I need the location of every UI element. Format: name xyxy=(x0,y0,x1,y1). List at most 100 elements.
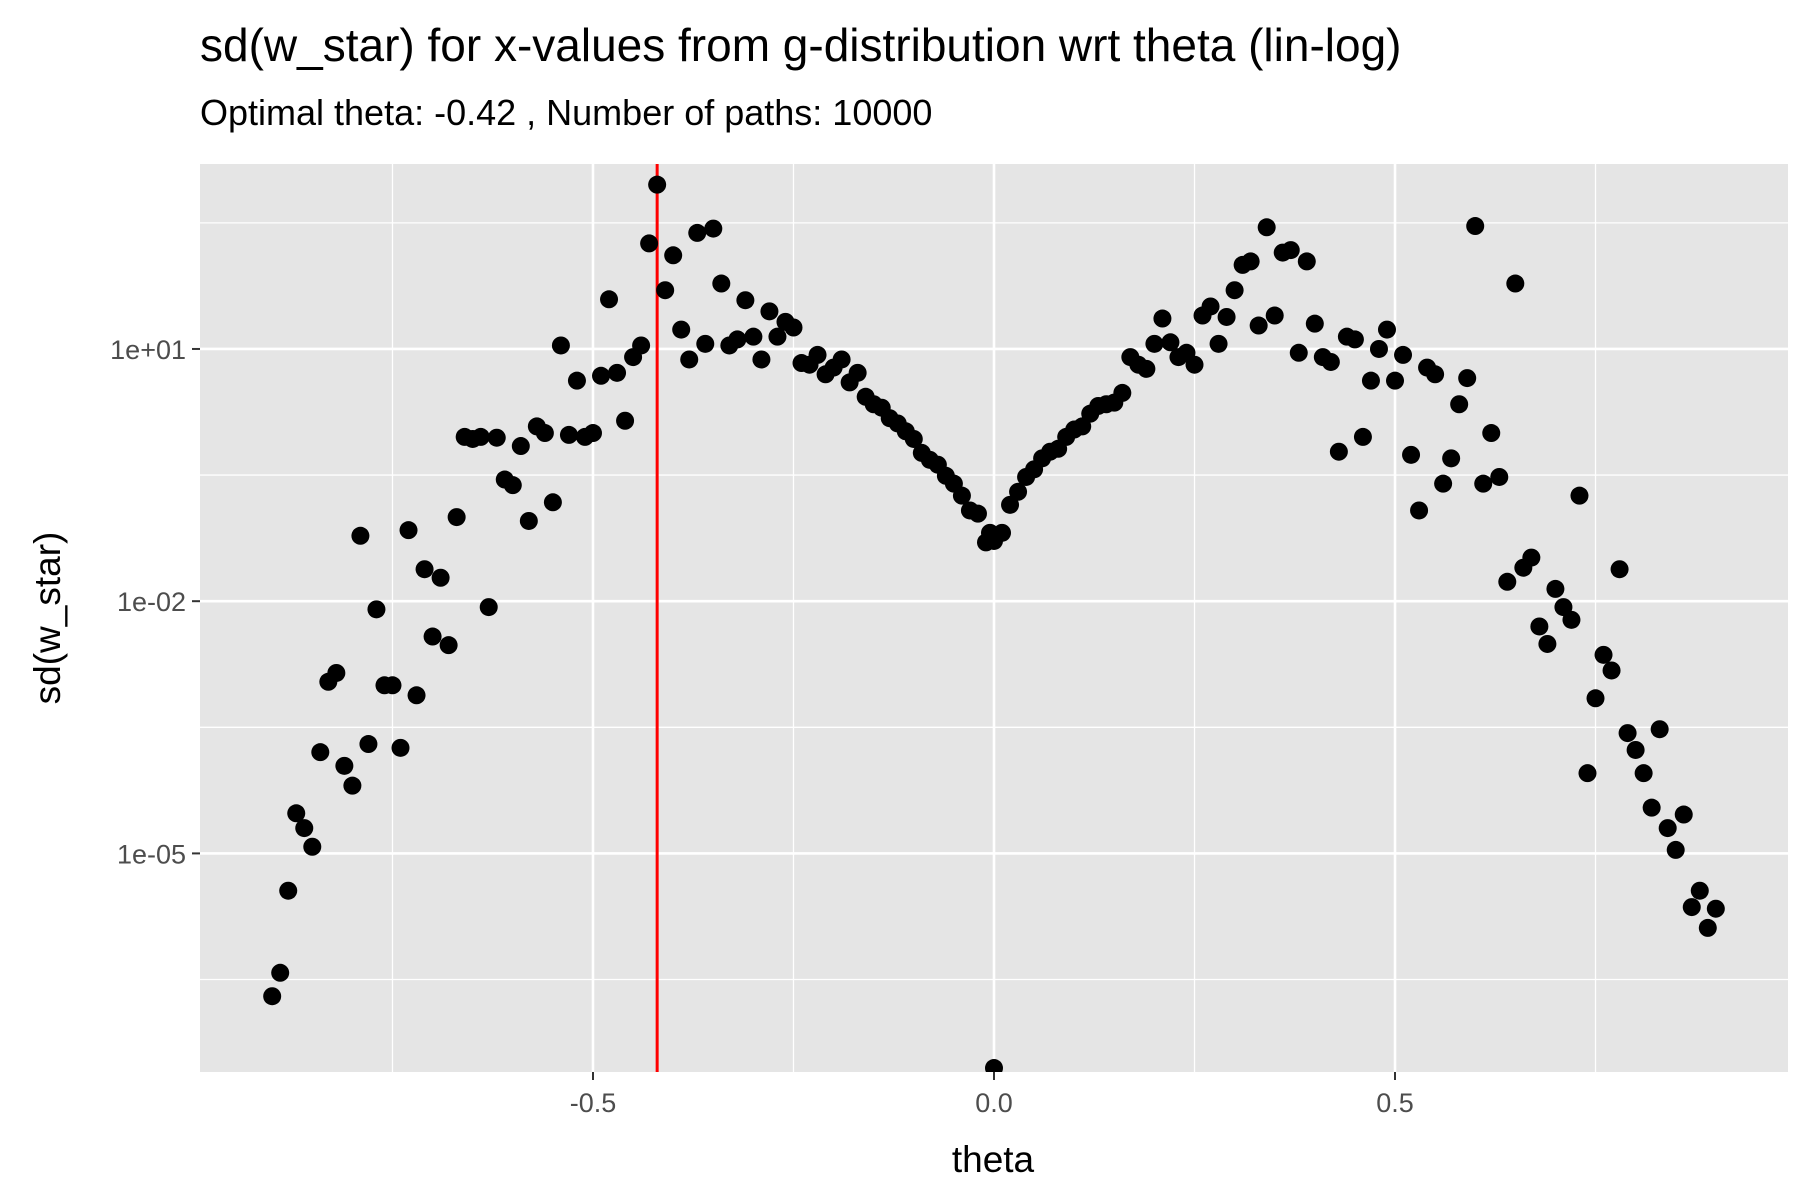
y-tick-label: 1e+01 xyxy=(110,335,186,365)
data-point xyxy=(680,350,699,369)
data-point xyxy=(447,508,466,527)
data-point xyxy=(1161,333,1180,352)
data-point xyxy=(335,756,354,775)
data-point xyxy=(1458,369,1477,388)
data-point xyxy=(1706,899,1725,918)
data-point xyxy=(511,437,530,456)
data-point xyxy=(1345,330,1364,349)
data-point xyxy=(287,804,306,823)
data-point xyxy=(728,330,747,349)
data-point xyxy=(1594,645,1613,664)
data-point xyxy=(1562,610,1581,629)
data-point xyxy=(808,345,827,364)
data-point xyxy=(1442,449,1461,468)
data-point xyxy=(1474,474,1493,493)
data-point xyxy=(343,776,362,795)
data-point xyxy=(1241,252,1260,271)
data-point xyxy=(503,476,522,495)
data-point xyxy=(399,521,418,540)
data-point xyxy=(1538,634,1557,653)
data-point xyxy=(1626,740,1645,759)
data-point xyxy=(1642,798,1661,817)
data-point xyxy=(1466,217,1485,236)
data-point xyxy=(1658,819,1677,838)
data-point xyxy=(295,819,314,838)
x-axis-title: theta xyxy=(952,1139,1035,1180)
data-point xyxy=(1602,661,1621,680)
data-point xyxy=(367,600,386,619)
data-point xyxy=(704,219,723,238)
data-point xyxy=(1145,334,1164,353)
data-point xyxy=(1185,355,1204,374)
data-point xyxy=(1113,383,1132,402)
data-point xyxy=(904,429,923,448)
data-point xyxy=(632,336,651,355)
data-point xyxy=(1410,501,1429,520)
data-point xyxy=(848,363,867,382)
data-point xyxy=(672,320,691,339)
data-point xyxy=(1650,720,1669,739)
data-point xyxy=(784,318,803,337)
data-point xyxy=(1305,314,1324,333)
data-point xyxy=(592,366,611,385)
data-point xyxy=(1281,241,1300,260)
data-point xyxy=(1666,840,1685,859)
data-point xyxy=(1265,306,1284,325)
data-point xyxy=(1249,316,1268,335)
data-point xyxy=(993,523,1012,542)
data-point xyxy=(535,424,554,443)
data-point xyxy=(1690,881,1709,900)
data-point xyxy=(1490,467,1509,486)
data-point xyxy=(431,568,450,587)
x-tick-label: 0.0 xyxy=(975,1088,1013,1118)
data-point xyxy=(616,411,635,430)
data-point xyxy=(391,738,410,757)
data-point xyxy=(1522,548,1541,567)
data-point xyxy=(760,302,779,321)
y-tick-label: 1e-02 xyxy=(117,587,186,617)
data-point xyxy=(688,223,707,242)
data-point xyxy=(1209,334,1228,353)
data-point xyxy=(583,424,602,443)
data-point xyxy=(744,327,763,346)
data-point xyxy=(279,881,298,900)
data-point xyxy=(263,987,282,1006)
data-point xyxy=(1634,764,1653,783)
data-point xyxy=(1321,352,1340,371)
data-point xyxy=(1217,307,1236,326)
data-point xyxy=(543,493,562,512)
data-point xyxy=(407,686,426,705)
x-tick-label: -0.5 xyxy=(570,1088,617,1118)
data-point xyxy=(271,963,290,982)
data-point xyxy=(640,234,659,253)
data-point xyxy=(559,425,578,444)
data-point xyxy=(712,274,731,293)
data-point xyxy=(567,371,586,390)
data-point xyxy=(736,291,755,310)
data-point xyxy=(752,350,771,369)
data-point xyxy=(952,486,971,505)
data-point xyxy=(1137,359,1156,378)
data-point xyxy=(664,246,683,265)
data-point xyxy=(311,743,330,762)
data-point xyxy=(303,837,322,856)
data-point xyxy=(1201,297,1220,316)
data-point xyxy=(696,334,715,353)
data-point xyxy=(1225,281,1244,300)
data-point xyxy=(1610,560,1629,579)
data-points xyxy=(263,175,1725,1072)
data-point xyxy=(1482,424,1501,443)
data-point xyxy=(1153,309,1172,328)
chart-subtitle: Optimal theta: -0.42 , Number of paths: … xyxy=(200,92,933,133)
data-point xyxy=(832,350,851,369)
data-point xyxy=(1546,579,1565,598)
data-point xyxy=(551,336,570,355)
data-point xyxy=(1434,474,1453,493)
data-point xyxy=(1618,724,1637,743)
data-point xyxy=(1578,764,1597,783)
data-point xyxy=(768,327,787,346)
data-point xyxy=(1386,371,1405,390)
data-point xyxy=(1682,898,1701,917)
chart-title: sd(w_star) for x-values from g-distribut… xyxy=(200,19,1402,71)
